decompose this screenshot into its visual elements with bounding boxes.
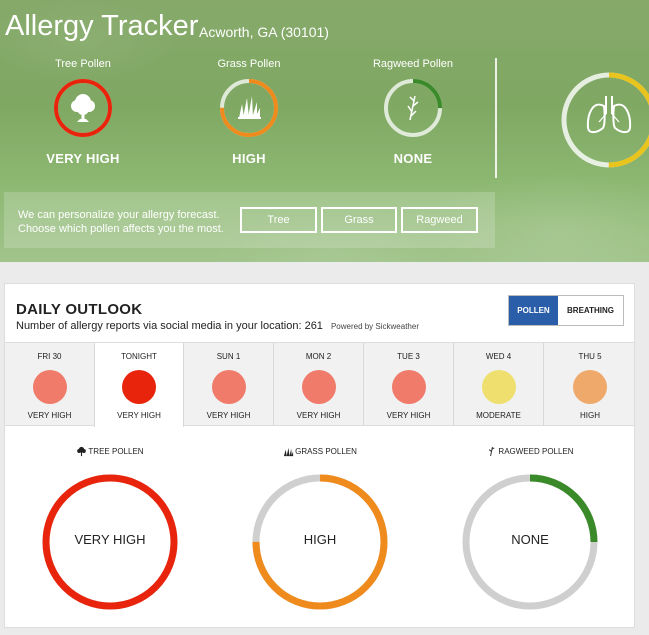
day-level: HIGH (580, 411, 600, 420)
day-tab-wed-4[interactable]: WED 4 MODERATE (454, 343, 544, 426)
lungs-icon (586, 96, 632, 134)
tree-pollen-gauge: TREE POLLEN VERY HIGH (40, 444, 180, 612)
day-label: MON 2 (305, 352, 332, 361)
day-label: FRI 30 (37, 352, 62, 361)
day-label: THU 5 (578, 352, 602, 361)
gauge-label-text: RAGWEED POLLEN (498, 446, 574, 456)
day-level-dot (391, 370, 426, 404)
gauge-label: GRASS POLLEN (250, 444, 390, 458)
breathing-ring[interactable] (559, 70, 649, 170)
pollen-level: NONE (393, 151, 433, 166)
powered-by-text: Powered by Sickweather (330, 322, 419, 331)
day-level: VERY HIGH (296, 411, 341, 420)
day-label: TONIGHT (121, 352, 157, 361)
tree-pollen-current[interactable]: Tree Pollen VERY HIGH (18, 58, 148, 166)
day-level-dot (211, 370, 246, 404)
day-level: VERY HIGH (27, 411, 72, 420)
location-label: Acworth, GA (30101) (199, 24, 329, 40)
grass-icon (284, 447, 294, 456)
report-count-text: Number of allergy reports via social med… (16, 320, 323, 332)
grass-pollen-current[interactable]: Grass Pollen HIGH (184, 58, 314, 166)
tree-pollen-ring (54, 79, 112, 137)
grass-icon (238, 96, 261, 119)
app-title: Allergy Tracker (5, 10, 199, 42)
day-label: WED 4 (485, 352, 512, 361)
grass-button[interactable]: Grass (321, 207, 397, 233)
day-level: VERY HIGH (206, 411, 251, 420)
gauge-label: TREE POLLEN (40, 444, 180, 458)
gauge-level: HIGH (303, 532, 337, 547)
pollen-level: VERY HIGH (46, 151, 120, 166)
hero-banner: Allergy Tracker Acworth, GA (30101) Tree… (0, 0, 649, 262)
pollen-level: HIGH (232, 151, 266, 166)
pollen-name: Ragweed Pollen (372, 58, 454, 70)
personalize-text: We can personalize your allergy forecast… (18, 209, 224, 235)
day-level: VERY HIGH (386, 411, 431, 420)
tree-button[interactable]: Tree (240, 207, 317, 233)
day-tab-mon-2[interactable]: MON 2 VERY HIGH (274, 343, 364, 426)
day-tab-tonight[interactable]: TONIGHT VERY HIGH (94, 343, 184, 427)
ragweed-pollen-current[interactable]: Ragweed Pollen NONE (348, 58, 478, 166)
day-label: TUE 3 (397, 352, 420, 361)
grass-pollen-ring (220, 79, 278, 137)
breathing-toggle-button[interactable]: BREATHING (558, 296, 623, 325)
outlook-subtitle: Number of allergy reports via social med… (16, 320, 419, 332)
ragweed-icon (407, 95, 419, 121)
ragweed-icon (489, 446, 495, 456)
ragweed-button[interactable]: Ragweed (401, 207, 478, 233)
pollen-breathing-toggle[interactable]: POLLEN BREATHING (508, 295, 624, 326)
gauge-label-text: TREE POLLEN (88, 446, 144, 456)
day-tab-tue-3[interactable]: TUE 3 VERY HIGH (364, 343, 454, 426)
pollen-name: Grass Pollen (217, 58, 281, 70)
day-label: SUN 1 (216, 352, 241, 361)
tree-pollen-dial (42, 474, 178, 610)
grass-pollen-dial (252, 474, 388, 610)
daily-outlook-card: DAILY OUTLOOK Number of allergy reports … (4, 283, 635, 628)
hero-divider (495, 58, 497, 178)
day-tab-sun-1[interactable]: SUN 1 VERY HIGH (184, 343, 274, 426)
gauge-label-text: GRASS POLLEN (295, 446, 357, 456)
day-level: VERY HIGH (117, 411, 161, 420)
day-level-dot (301, 370, 336, 404)
day-tab-thu-5[interactable]: THU 5 HIGH (545, 343, 635, 426)
day-strip: FRI 30 VERY HIGH TONIGHT VERY HIGH SUN 1… (5, 342, 635, 427)
tree-icon (77, 446, 87, 456)
day-level: MODERATE (476, 411, 521, 420)
grass-pollen-gauge: GRASS POLLEN HIGH (250, 444, 390, 612)
personalize-panel: We can personalize your allergy forecast… (4, 192, 495, 248)
pollen-toggle-button[interactable]: POLLEN (509, 296, 558, 325)
tree-icon (71, 94, 95, 122)
ragweed-pollen-gauge: RAGWEED POLLEN NONE (460, 444, 600, 612)
ragweed-pollen-ring (384, 79, 442, 137)
day-tab-fri-30[interactable]: FRI 30 VERY HIGH (5, 343, 95, 426)
outlook-title: DAILY OUTLOOK (16, 301, 143, 318)
day-level-dot (573, 370, 607, 404)
ragweed-pollen-dial (462, 474, 598, 610)
gauge-level: NONE (511, 532, 549, 547)
gauge-label: RAGWEED POLLEN (460, 444, 600, 458)
day-level-dot (122, 370, 156, 404)
pollen-name: Tree Pollen (55, 58, 111, 70)
gauge-level: VERY HIGH (74, 532, 146, 547)
day-level-dot (32, 370, 67, 404)
day-level-dot (481, 370, 516, 404)
